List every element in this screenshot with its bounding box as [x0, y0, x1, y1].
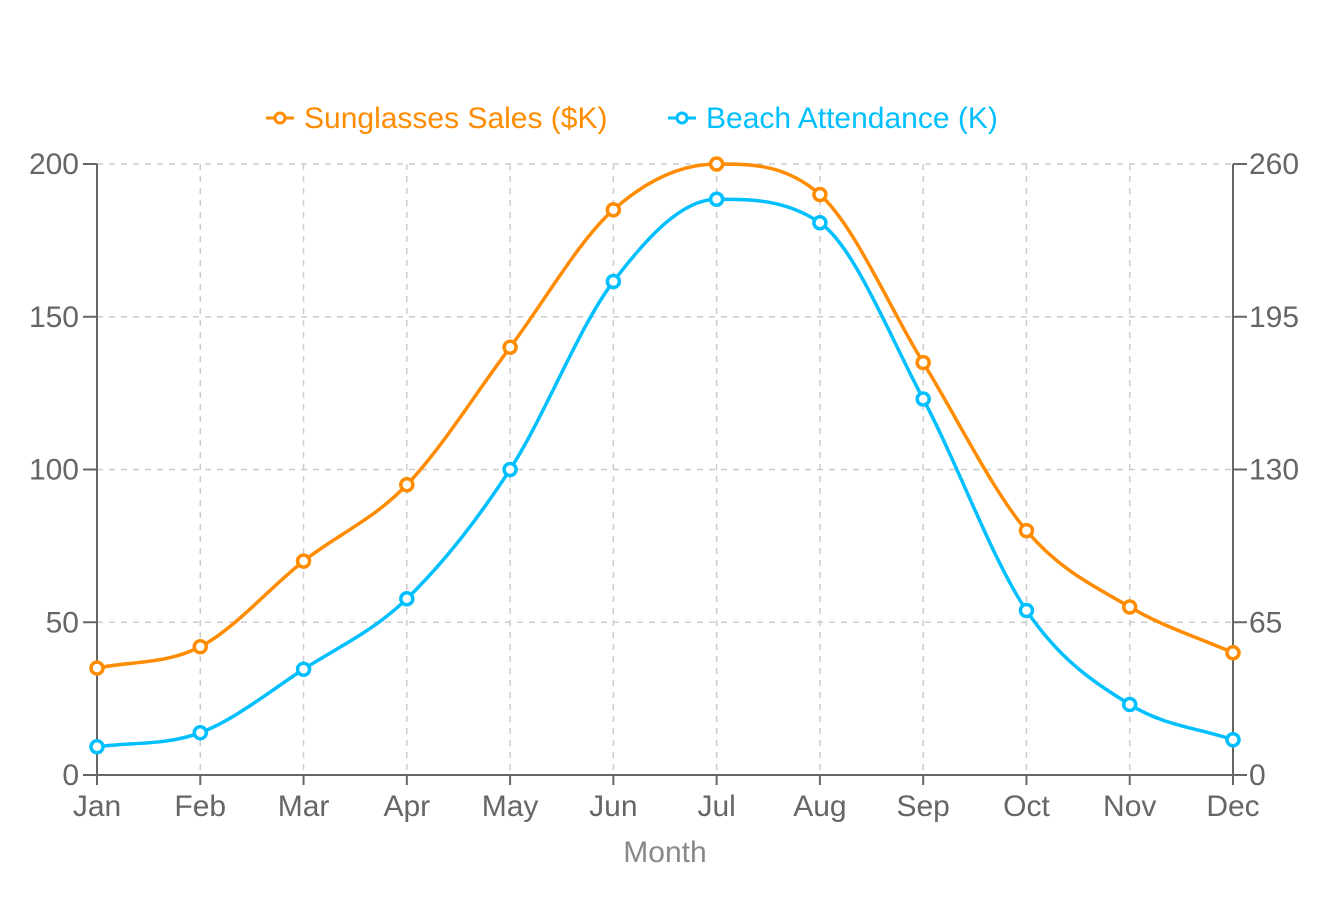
data-point-beach-attendance-k: [1225, 732, 1241, 748]
x-tick-label: Oct: [1003, 790, 1050, 823]
left-tick-label: 200: [29, 148, 79, 181]
x-tick-label: Feb: [174, 790, 226, 823]
data-point-sunglasses-sales-k: [502, 339, 518, 356]
x-tick-label: Jan: [73, 790, 121, 823]
axes: 0 0 50 65 100 130 150 195 200 260 Jan Feb Mar Apr May J…: [29, 148, 1299, 823]
legend-item-sunglasses-sales-k: Sunglasses Sales ($K): [266, 102, 608, 135]
series-layer: [89, 156, 1241, 755]
x-tick-label: Jul: [697, 790, 735, 823]
data-point-beach-attendance-k: [295, 661, 312, 677]
data-point-beach-attendance-k: [89, 739, 105, 755]
x-tick-label: Aug: [793, 790, 846, 823]
x-tick-label: May: [482, 790, 539, 823]
left-tick-label: 100: [29, 454, 79, 487]
series-line-beach-attendance-k: [96, 197, 1234, 749]
data-point-sunglasses-sales-k: [708, 156, 725, 172]
data-point-sunglasses-sales-k: [605, 202, 622, 218]
legend-marker-icon: [273, 111, 287, 125]
data-point-sunglasses-sales-k: [89, 660, 105, 676]
legend-label: Sunglasses Sales ($K): [304, 102, 608, 135]
legend-item-beach-attendance-k: Beach Attendance (K): [668, 102, 998, 135]
x-tick-label: Jun: [589, 790, 637, 823]
x-tick-label: Sep: [896, 790, 949, 823]
data-point-sunglasses-sales-k: [1018, 522, 1035, 539]
x-tick-label: Apr: [383, 790, 430, 823]
x-tick-label: Mar: [278, 790, 330, 823]
right-tick-label: 260: [1249, 148, 1299, 181]
right-tick-label: 0: [1249, 759, 1266, 792]
data-point-beach-attendance-k: [1018, 602, 1035, 619]
right-tick-label: 195: [1249, 301, 1299, 334]
data-point-beach-attendance-k: [915, 391, 931, 407]
data-point-beach-attendance-k: [502, 461, 518, 478]
grid: [97, 163, 1233, 775]
series-line-sunglasses-sales-k: [96, 162, 1234, 670]
data-point-beach-attendance-k: [812, 215, 828, 231]
x-axis-title: Month: [623, 836, 706, 869]
right-tick-label: 65: [1249, 606, 1282, 639]
data-point-beach-attendance-k: [708, 191, 725, 207]
left-tick-label: 50: [46, 606, 79, 639]
left-tick-label: 0: [62, 759, 79, 792]
data-point-sunglasses-sales-k: [295, 553, 312, 569]
left-tick-label: 150: [29, 301, 79, 334]
legend: Sunglasses Sales ($K) Beach Attendance (K…: [266, 102, 998, 135]
data-point-sunglasses-sales-k: [1225, 645, 1241, 661]
legend-marker-icon: [675, 111, 689, 125]
x-tick-label: Nov: [1103, 790, 1156, 823]
data-point-beach-attendance-k: [399, 591, 415, 607]
data-point-beach-attendance-k: [192, 724, 209, 741]
data-point-beach-attendance-k: [605, 273, 622, 290]
legend-label: Beach Attendance (K): [706, 102, 998, 135]
data-point-sunglasses-sales-k: [915, 354, 931, 371]
x-tick-label: Dec: [1206, 790, 1259, 823]
data-point-beach-attendance-k: [1121, 696, 1138, 713]
data-point-sunglasses-sales-k: [399, 477, 415, 493]
right-tick-label: 130: [1249, 454, 1299, 487]
data-point-sunglasses-sales-k: [192, 638, 209, 655]
data-point-sunglasses-sales-k: [1121, 599, 1138, 615]
data-point-sunglasses-sales-k: [812, 186, 828, 203]
